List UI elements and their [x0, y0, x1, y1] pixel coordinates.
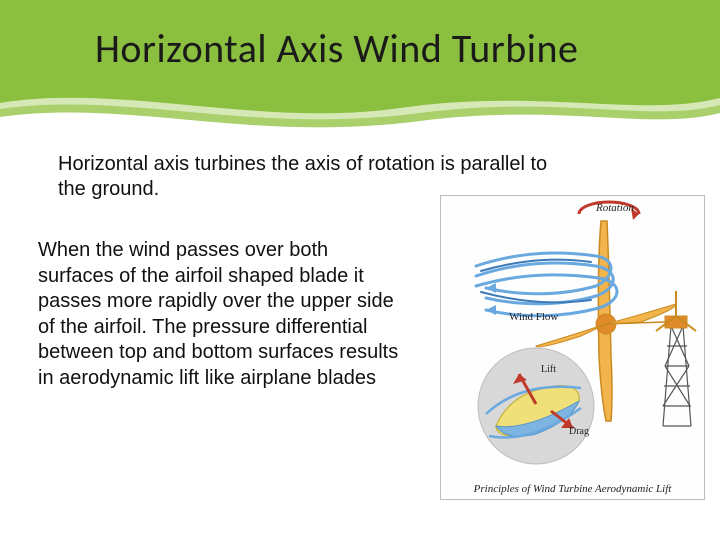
body-text: When the wind passes over both surfaces …: [38, 238, 408, 392]
label-drag: Drag: [569, 426, 589, 437]
label-rotation: Rotation: [596, 202, 634, 214]
page-title: Horizontal Axis Wind Turbine: [95, 24, 578, 73]
diagram-caption: Principles of Wind Turbine Aerodynamic L…: [441, 483, 704, 495]
label-wind-flow: Wind Flow: [509, 311, 558, 323]
aerodynamic-lift-diagram: Rotation Wind Flow Lift Drag Principles …: [440, 195, 705, 500]
label-lift: Lift: [541, 364, 556, 375]
